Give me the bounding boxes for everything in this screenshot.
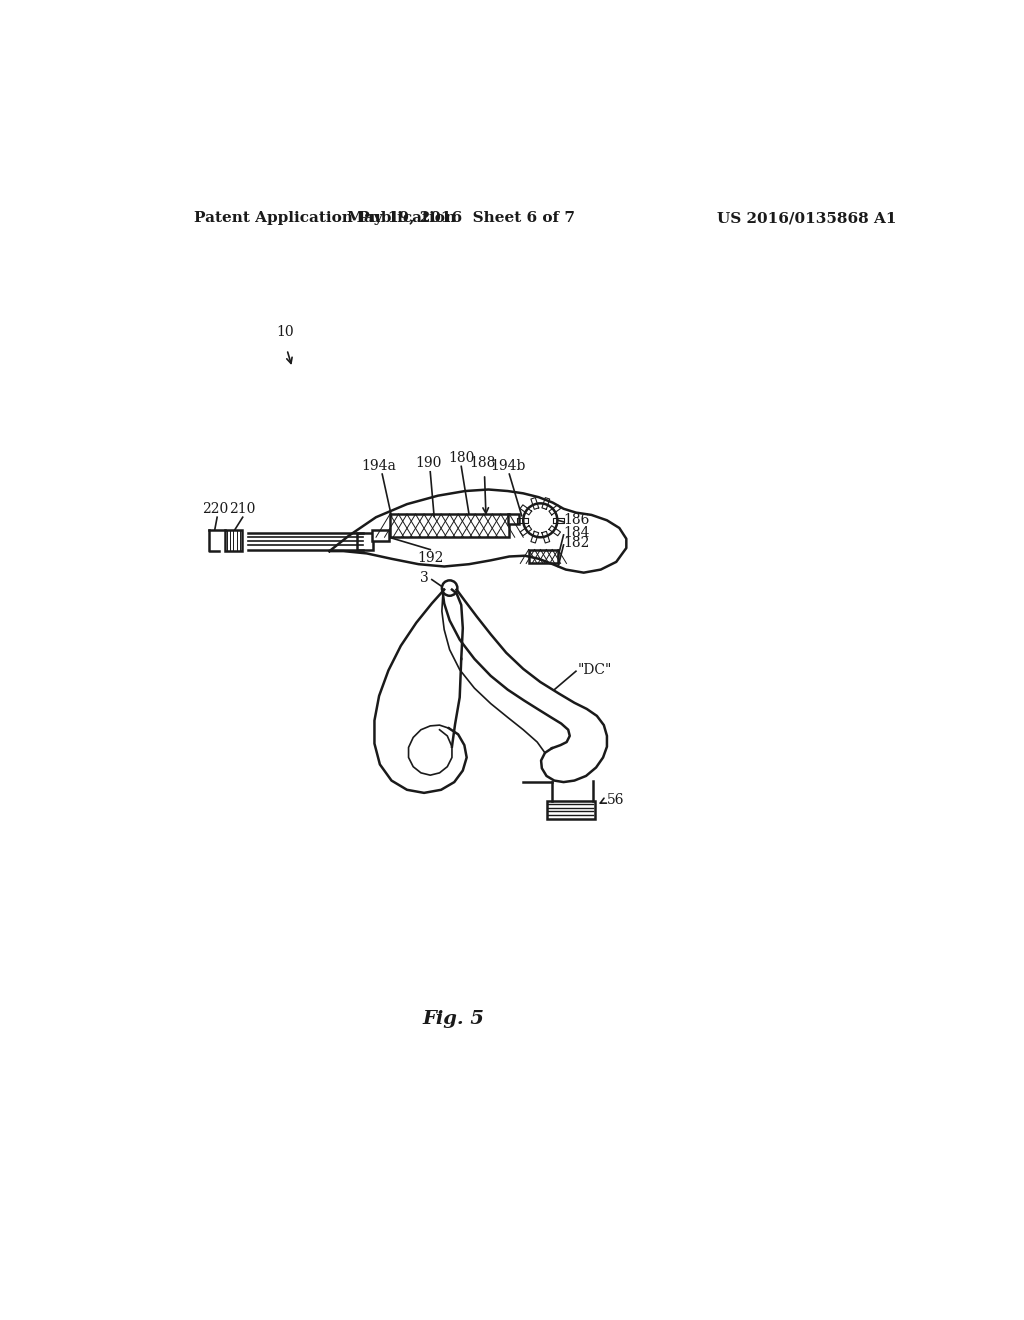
- Text: 210: 210: [229, 502, 256, 516]
- Bar: [357, 533, 373, 549]
- Text: 220: 220: [203, 502, 228, 516]
- Text: Patent Application Publication: Patent Application Publication: [194, 211, 456, 226]
- Text: 190: 190: [416, 457, 442, 470]
- Text: 188: 188: [470, 457, 497, 470]
- Text: 186: 186: [563, 513, 590, 527]
- Text: 10: 10: [276, 325, 295, 339]
- Circle shape: [523, 503, 557, 537]
- Text: 56: 56: [607, 793, 625, 807]
- Text: US 2016/0135868 A1: US 2016/0135868 A1: [717, 211, 896, 226]
- Text: 194b: 194b: [490, 458, 525, 473]
- Bar: [528, 549, 558, 564]
- Text: May 19, 2016  Sheet 6 of 7: May 19, 2016 Sheet 6 of 7: [347, 211, 575, 226]
- Text: 184: 184: [563, 527, 590, 540]
- Text: 3: 3: [420, 572, 429, 585]
- Bar: [390, 513, 509, 537]
- Text: 194a: 194a: [360, 458, 395, 473]
- Circle shape: [442, 581, 458, 595]
- Bar: [372, 529, 389, 541]
- Text: 182: 182: [563, 536, 590, 550]
- Text: 192: 192: [417, 552, 443, 565]
- Bar: [225, 529, 242, 552]
- Text: "DC": "DC": [578, 663, 612, 677]
- Text: 180: 180: [449, 451, 474, 465]
- Bar: [508, 515, 518, 524]
- Bar: [547, 801, 595, 818]
- Text: Fig. 5: Fig. 5: [423, 1010, 484, 1028]
